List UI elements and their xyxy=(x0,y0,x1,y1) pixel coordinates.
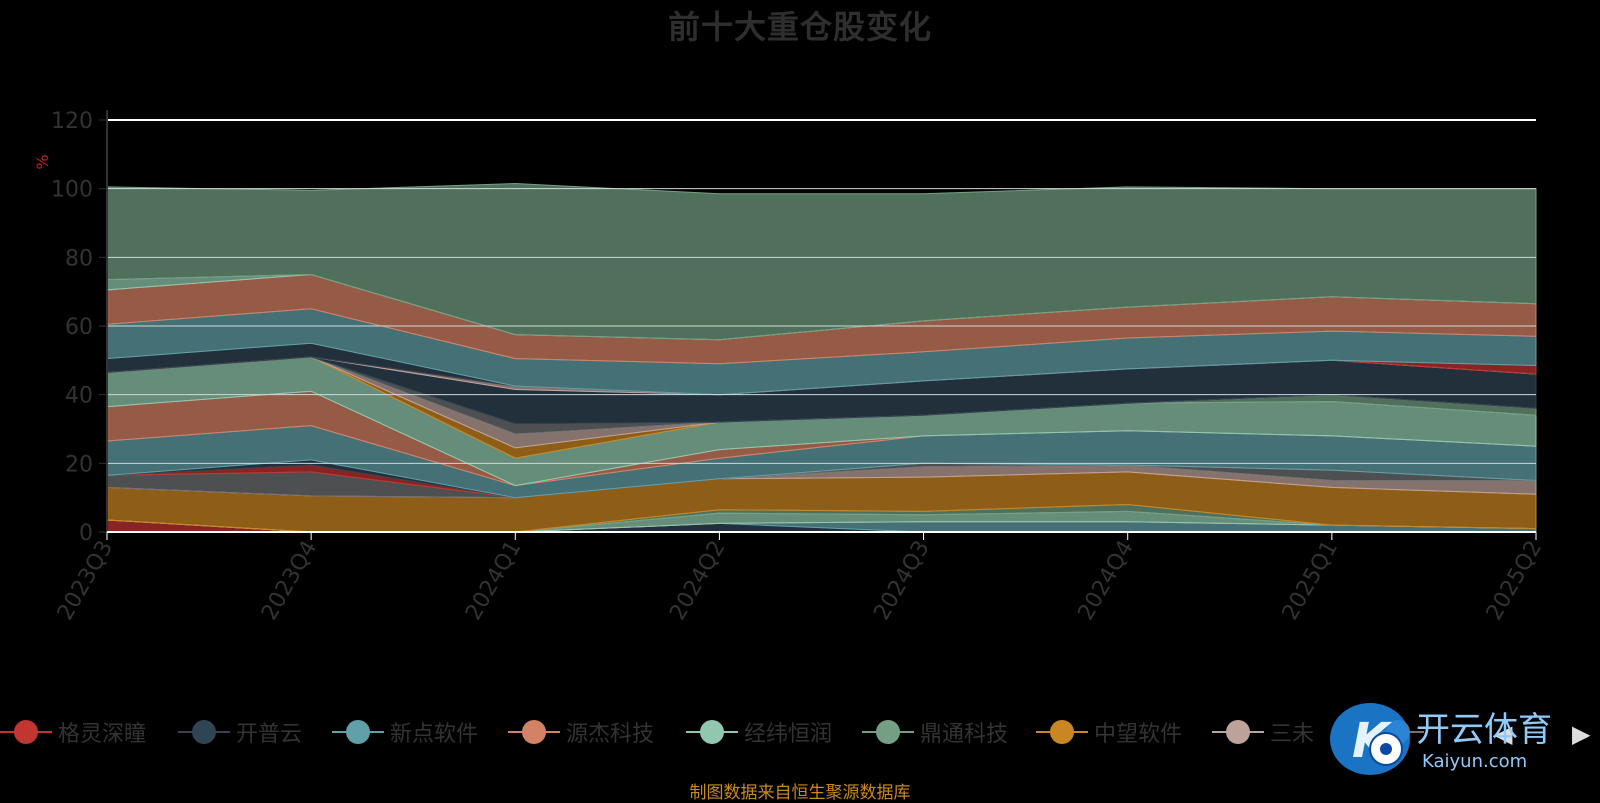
source-note: 制图数据来自恒生聚源数据库 xyxy=(689,783,911,803)
x-tick-label-4: 2024Q3 xyxy=(869,537,934,625)
x-tick-label-7: 2025Q2 xyxy=(1482,537,1547,625)
y-tick-label-120: 120 xyxy=(51,109,93,134)
legend-label: 经纬恒润 xyxy=(744,722,833,747)
legend-swatch-icon xyxy=(0,715,52,749)
legend-swatch-icon xyxy=(178,715,230,749)
legend-item-5[interactable]: 鼎通科技 xyxy=(862,715,1008,749)
legend-label: 开普云 xyxy=(236,722,303,747)
legend-swatch-icon xyxy=(1212,715,1264,749)
x-tick-label-6: 2025Q1 xyxy=(1278,537,1343,625)
legend-item-4[interactable]: 经纬恒润 xyxy=(686,715,832,749)
y-tick-label-0: 0 xyxy=(79,521,93,546)
y-tick-label-20: 20 xyxy=(65,452,93,477)
legend-swatch-icon xyxy=(686,715,738,749)
watermark-subtext: Kaiyun.com xyxy=(1422,751,1527,772)
legend-item-3[interactable]: 源杰科技 xyxy=(508,715,654,749)
y-tick-label-100: 100 xyxy=(51,178,93,203)
x-tick-label-5: 2024Q4 xyxy=(1074,537,1139,625)
y-axis-label: % xyxy=(33,154,52,169)
series-areas xyxy=(106,182,1537,533)
legend-prev-arrow-icon[interactable]: ◀ xyxy=(1494,720,1513,748)
watermark-text: 开云体育 xyxy=(1416,710,1552,750)
x-tick-label-2: 2024Q1 xyxy=(461,537,526,625)
legend: 格灵深瞳 开普云 新点软件 源杰科技 经纬恒润 鼎通科技 中望软件 三未 xyxy=(0,715,1600,749)
legend-label: 中望软件 xyxy=(1094,722,1183,747)
legend-item-1[interactable]: 开普云 xyxy=(178,715,302,749)
legend-label: 三未 xyxy=(1270,722,1315,747)
y-tick-label-40: 40 xyxy=(65,384,93,409)
area-series-25[interactable] xyxy=(106,182,1537,341)
legend-item-0[interactable]: 格灵深瞳 xyxy=(0,715,146,749)
legend-label: 源杰科技 xyxy=(566,722,655,747)
legend-swatch-icon xyxy=(1036,715,1088,749)
y-tick-label-80: 80 xyxy=(65,246,93,271)
chart-title: 前十大重仓股变化 xyxy=(667,8,932,46)
legend-label: 格灵深瞳 xyxy=(58,722,147,747)
legend-label: 新点软件 xyxy=(390,722,479,747)
legend-swatch-icon xyxy=(508,715,560,749)
legend-swatch-icon xyxy=(862,715,914,749)
legend-next-arrow-icon[interactable]: ▶ xyxy=(1572,720,1591,748)
x-tick-label-3: 2024Q2 xyxy=(665,537,730,625)
legend-item-7[interactable]: 三未 xyxy=(1212,715,1314,749)
legend-label: 鼎通科技 xyxy=(920,722,1009,747)
legend-item-6[interactable]: 中望软件 xyxy=(1036,715,1182,749)
gridlines xyxy=(107,119,1536,464)
y-tick-label-60: 60 xyxy=(65,315,93,340)
x-tick-label-1: 2023Q4 xyxy=(257,537,322,625)
legend-swatch-icon xyxy=(332,715,384,749)
x-tick-label-0: 2023Q3 xyxy=(53,537,118,625)
chart-plot: 0 20 40 60 80 100 120 2023Q3 2023Q4 2024Q1 2024Q2 2… xyxy=(33,109,1547,625)
legend-item-2[interactable]: 新点软件 xyxy=(332,715,478,749)
watermark-logo: K 开云体育 Kaiyun.com xyxy=(1330,703,1552,775)
